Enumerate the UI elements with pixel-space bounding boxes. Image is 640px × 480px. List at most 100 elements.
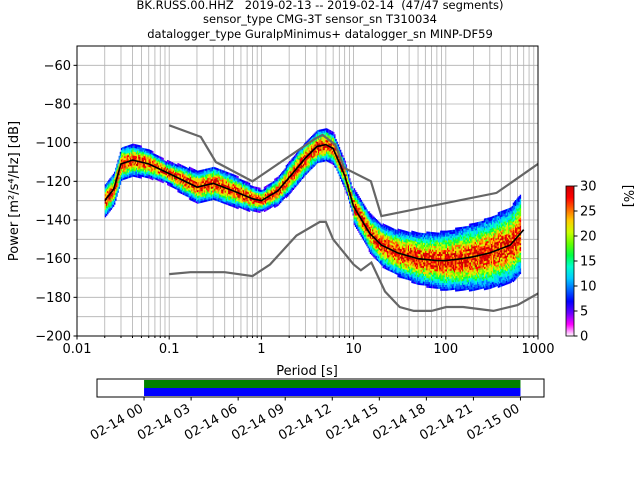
histogram-cell	[246, 193, 248, 196]
histogram-cell	[143, 167, 146, 170]
histogram-cell	[383, 235, 386, 238]
histogram-cell	[360, 207, 363, 210]
histogram-cell	[200, 189, 202, 192]
histogram-cell	[217, 168, 220, 171]
histogram-cell	[290, 186, 292, 189]
histogram-cell	[404, 249, 406, 253]
histogram-cell	[211, 186, 214, 189]
histogram-cell	[183, 165, 185, 169]
histogram-cell	[392, 268, 395, 272]
histogram-cell	[256, 208, 259, 211]
histogram-cell	[221, 200, 223, 203]
histogram-cell	[317, 149, 320, 152]
histogram-cell	[224, 176, 227, 180]
histogram-cell	[231, 183, 233, 186]
histogram-cell	[142, 171, 145, 174]
histogram-cell	[279, 196, 282, 200]
histogram-cell	[377, 252, 380, 255]
histogram-cell	[291, 179, 293, 182]
histogram-cell	[263, 204, 266, 207]
histogram-cell	[384, 236, 387, 239]
histogram-cell	[152, 174, 154, 177]
histogram-cell	[198, 197, 200, 200]
histogram-cell	[274, 205, 276, 208]
histogram-cell	[370, 225, 373, 229]
histogram-cell	[164, 178, 167, 181]
histogram-cell	[320, 154, 322, 157]
histogram-cell	[226, 191, 229, 194]
histogram-cell	[185, 176, 187, 179]
histogram-cell	[394, 263, 396, 266]
histogram-cell	[388, 231, 390, 235]
histogram-cell	[240, 196, 243, 199]
histogram-cell	[380, 235, 382, 238]
histogram-cell	[366, 209, 368, 212]
histogram-cell	[337, 161, 340, 164]
histogram-cell	[423, 235, 426, 238]
histogram-cell	[411, 249, 413, 253]
histogram-cell	[192, 181, 194, 185]
histogram-cell	[347, 178, 350, 181]
histogram-cell	[398, 230, 401, 234]
histogram-cell	[274, 197, 276, 201]
histogram-cell	[201, 171, 204, 174]
histogram-cell	[246, 204, 248, 208]
histogram-cell	[254, 190, 257, 193]
histogram-cell	[282, 171, 284, 174]
histogram-cell	[220, 198, 222, 201]
histogram-cell	[177, 190, 179, 193]
histogram-cell	[244, 188, 246, 191]
histogram-cell	[148, 149, 151, 152]
histogram-cell	[273, 186, 275, 190]
histogram-cell	[208, 169, 210, 173]
histogram-cell	[293, 174, 296, 178]
histogram-cell	[236, 194, 238, 198]
histogram-cell	[420, 263, 422, 266]
histogram-cell	[405, 230, 408, 234]
histogram-cell	[264, 207, 267, 210]
histogram-cell	[419, 253, 421, 257]
histogram-cell	[292, 180, 295, 183]
histogram-cell	[359, 199, 361, 202]
histogram-cell	[375, 249, 378, 253]
histogram-cell	[413, 239, 416, 242]
histogram-cell	[240, 206, 243, 209]
histogram-cell	[252, 193, 254, 196]
histogram-cell	[320, 129, 322, 132]
histogram-cell	[380, 260, 382, 263]
histogram-cell	[199, 174, 201, 177]
histogram-cell	[141, 157, 144, 160]
histogram-cell	[232, 176, 235, 179]
histogram-cell	[291, 187, 293, 190]
histogram-cell	[366, 213, 368, 216]
histogram-cell	[249, 187, 252, 190]
histogram-cell	[224, 200, 227, 203]
histogram-cell	[336, 166, 338, 169]
histogram-cell	[406, 246, 409, 249]
histogram-cell	[180, 176, 183, 179]
histogram-cell	[220, 169, 222, 172]
histogram-cell	[150, 156, 153, 159]
histogram-cell	[206, 191, 208, 194]
histogram-cell	[418, 244, 420, 247]
histogram-cell	[291, 181, 293, 184]
histogram-cell	[403, 259, 405, 262]
histogram-cell	[415, 243, 418, 246]
histogram-cell	[312, 134, 314, 137]
histogram-cell	[262, 200, 265, 204]
histogram-cell	[138, 146, 140, 150]
histogram-cell	[429, 268, 432, 271]
histogram-cell	[190, 175, 192, 178]
histogram-cell	[389, 230, 391, 233]
histogram-cell	[381, 224, 383, 227]
histogram-cell	[374, 217, 376, 221]
histogram-cell	[373, 224, 375, 227]
histogram-cell	[117, 182, 119, 186]
histogram-cell	[217, 191, 220, 194]
histogram-cell	[228, 191, 230, 194]
histogram-cell	[194, 169, 197, 172]
histogram-cell	[253, 188, 255, 191]
histogram-cell	[288, 187, 290, 190]
histogram-cell	[168, 176, 170, 179]
histogram-cell	[415, 282, 418, 285]
